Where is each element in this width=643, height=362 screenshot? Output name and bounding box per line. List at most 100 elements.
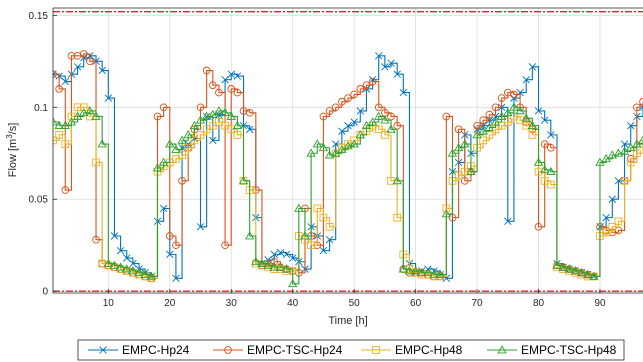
data-point xyxy=(92,235,100,244)
data-point xyxy=(227,85,236,93)
x-tick-label: 30 xyxy=(226,298,238,309)
data-point xyxy=(306,148,316,157)
legend-entry: EMPC-TSC-Hp24 xyxy=(213,343,343,357)
data-point xyxy=(91,111,101,120)
series-line xyxy=(53,106,643,279)
data-point xyxy=(331,140,340,148)
data-point xyxy=(522,75,530,84)
data-point xyxy=(331,103,340,112)
data-point xyxy=(226,111,236,120)
data-point xyxy=(189,120,200,130)
data-point xyxy=(350,118,358,126)
data-point xyxy=(325,235,334,244)
data-point xyxy=(110,232,119,240)
data-point xyxy=(374,111,384,120)
data-point xyxy=(97,139,107,148)
data-point xyxy=(442,112,451,121)
x-tick-label: 90 xyxy=(594,298,606,309)
legend: EMPC-Hp24 EMPC-TSC-Hp24 EMPC-Hp48 EMPC-TSC-… xyxy=(77,339,625,361)
data-point xyxy=(53,70,57,79)
data-point xyxy=(516,116,524,125)
data-point xyxy=(159,204,168,213)
data-point xyxy=(546,143,555,152)
plot-background xyxy=(53,8,643,293)
data-point xyxy=(521,113,531,122)
legend-label: EMPC-Hp24 xyxy=(122,343,190,357)
y-axis-label: Flow [m3/s] xyxy=(5,123,19,178)
data-point xyxy=(171,144,181,153)
data-point xyxy=(288,279,298,288)
data-point xyxy=(399,88,408,97)
legend-marker xyxy=(497,345,507,354)
data-point xyxy=(479,136,488,145)
legend-label: EMPC-TSC-Hp24 xyxy=(247,343,343,357)
data-point xyxy=(534,222,543,231)
data-point xyxy=(404,266,415,275)
data-point xyxy=(509,102,519,111)
data-point xyxy=(276,248,285,257)
x-tick-label: 60 xyxy=(410,298,422,309)
data-point xyxy=(546,166,556,175)
data-point xyxy=(608,222,617,231)
data-point xyxy=(393,70,401,78)
data-point xyxy=(466,166,476,175)
data-point xyxy=(98,66,106,75)
data-point xyxy=(166,250,174,259)
data-point xyxy=(165,139,175,148)
data-point xyxy=(190,136,199,145)
data-point xyxy=(423,267,433,277)
data-point xyxy=(281,264,292,273)
data-point xyxy=(454,125,463,134)
data-point xyxy=(356,107,365,115)
y-axis-ticks: 0 0.05 0.1 0.15 xyxy=(29,11,57,298)
data-point xyxy=(214,106,224,115)
data-point xyxy=(534,107,543,115)
data-point xyxy=(172,241,180,250)
series-layer xyxy=(53,50,643,288)
data-point xyxy=(547,131,555,139)
data-point xyxy=(61,140,70,148)
x-tick-label: 50 xyxy=(349,298,361,309)
data-point xyxy=(109,260,120,269)
data-point xyxy=(220,108,230,117)
data-point xyxy=(539,165,550,174)
data-point xyxy=(227,70,235,78)
data-point xyxy=(546,180,555,189)
data-point xyxy=(633,103,641,112)
data-point xyxy=(607,150,617,159)
data-point xyxy=(602,228,610,237)
data-point xyxy=(227,125,236,134)
data-point xyxy=(55,85,63,93)
data-point xyxy=(484,122,495,131)
x-tick-label: 40 xyxy=(287,298,299,309)
data-point xyxy=(73,63,82,71)
data-point xyxy=(129,259,137,268)
data-point xyxy=(460,139,470,148)
data-point xyxy=(325,222,334,231)
data-point xyxy=(583,269,593,278)
data-point xyxy=(79,103,88,112)
data-point xyxy=(61,186,70,194)
y-tick-label: 0.05 xyxy=(29,195,49,206)
data-point xyxy=(510,90,518,99)
data-point xyxy=(393,213,402,222)
data-point xyxy=(325,107,334,115)
data-point xyxy=(294,203,304,212)
data-point xyxy=(570,266,581,275)
data-point xyxy=(441,209,452,218)
data-point xyxy=(639,103,643,112)
data-point xyxy=(515,106,525,115)
data-point xyxy=(626,121,635,130)
data-point xyxy=(528,131,537,139)
data-point xyxy=(429,269,439,278)
data-point xyxy=(533,157,544,166)
data-point xyxy=(374,103,383,112)
data-point xyxy=(233,72,242,80)
x-tick-label: 20 xyxy=(164,298,176,309)
data-point xyxy=(103,258,113,267)
data-point xyxy=(233,131,242,139)
data-point xyxy=(473,121,481,130)
data-point xyxy=(128,266,138,275)
data-point xyxy=(392,176,402,185)
data-point xyxy=(503,108,513,117)
